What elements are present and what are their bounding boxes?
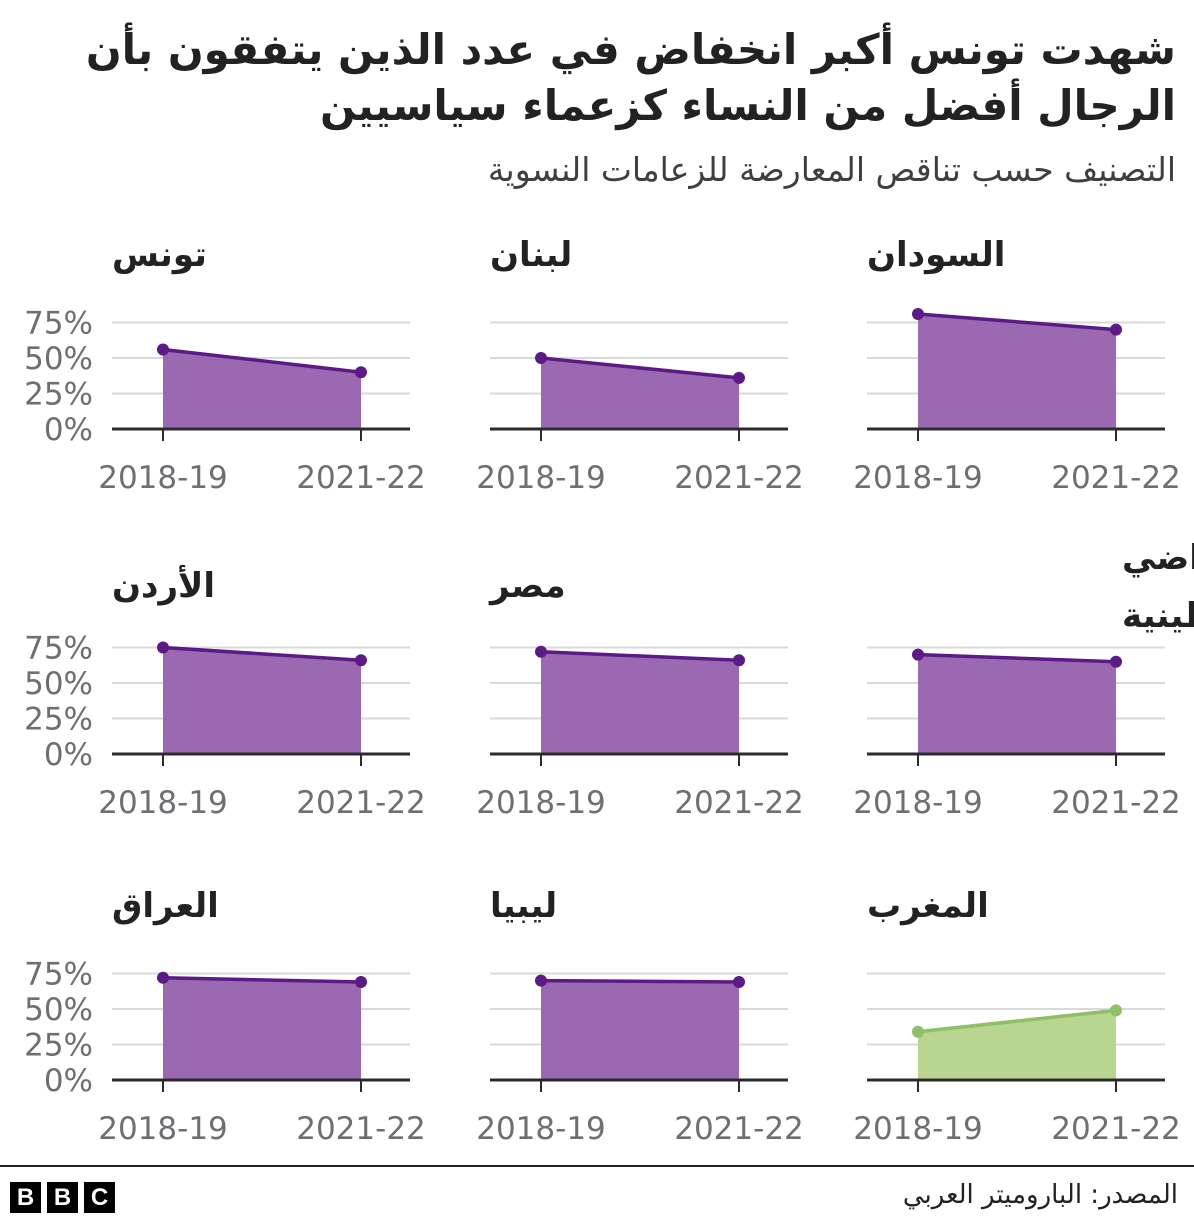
panel-title: الأراضي الفلسطينية xyxy=(1122,536,1194,636)
area-fill xyxy=(541,358,739,429)
y-tick-label: 50% xyxy=(24,341,93,377)
x-tick-label: 2021-22 xyxy=(674,785,804,821)
panel-title: مصر xyxy=(488,566,566,606)
x-tick-label: 2021-22 xyxy=(1051,785,1181,821)
bbc-logo: B B C xyxy=(10,1182,115,1213)
data-point xyxy=(1110,655,1122,668)
y-tick-label: 50% xyxy=(24,992,93,1028)
panel-title: العراق xyxy=(112,886,219,926)
series-line xyxy=(162,976,362,984)
x-tick-label: 2018-19 xyxy=(98,785,228,821)
y-tick-label: 25% xyxy=(24,377,93,413)
footer-divider xyxy=(0,1165,1194,1167)
series-line xyxy=(917,312,1117,332)
bbc-logo-letter: B xyxy=(47,1182,78,1213)
y-tick-label: 75% xyxy=(24,957,93,993)
data-point xyxy=(733,654,745,667)
y-tick-label: 25% xyxy=(24,1028,93,1064)
panel-title: الأردن xyxy=(112,564,215,606)
y-tick-label: 0% xyxy=(44,412,93,448)
series-line xyxy=(540,356,740,380)
x-tick-label: 2018-19 xyxy=(476,785,606,821)
source-note: المصدر: الباروميتر العربي xyxy=(902,1180,1178,1210)
x-tick-label: 2021-22 xyxy=(296,1111,426,1147)
series-line xyxy=(917,652,1117,664)
data-point xyxy=(912,1025,924,1038)
x-tick-label: 2021-22 xyxy=(674,460,804,496)
y-tick-label: 0% xyxy=(44,737,93,773)
data-point xyxy=(1110,1004,1122,1017)
data-point xyxy=(1110,323,1122,336)
x-tick-label: 2018-19 xyxy=(853,1111,983,1147)
area-fill xyxy=(918,313,1116,429)
data-point xyxy=(733,371,745,384)
panel-title: تونس xyxy=(112,235,207,275)
y-tick-label: 25% xyxy=(24,702,93,738)
x-tick-label: 2021-22 xyxy=(1051,1111,1181,1147)
x-tick-label: 2018-19 xyxy=(476,1111,606,1147)
small-multiples-chart: 2018-19 2021-22 السودان 2018-19 2021-22 لبنان… xyxy=(24,235,1194,1147)
data-point xyxy=(157,641,169,654)
data-point xyxy=(535,352,547,364)
x-tick-label: 2021-22 xyxy=(296,460,426,496)
data-point xyxy=(355,976,367,989)
y-tick-label: 50% xyxy=(24,666,93,702)
area-fill xyxy=(163,977,361,1080)
series-line xyxy=(162,645,362,663)
data-point xyxy=(157,971,169,984)
x-tick-label: 2021-22 xyxy=(1051,460,1181,496)
area-fill xyxy=(541,651,739,754)
area-fill xyxy=(163,647,361,754)
y-tick-label: 75% xyxy=(24,631,93,667)
area-fill xyxy=(918,654,1116,754)
panel-title-line: الأراضي xyxy=(1122,536,1194,578)
data-point xyxy=(733,976,745,989)
x-tick-label: 2018-19 xyxy=(98,460,228,496)
series-line xyxy=(540,650,740,663)
data-point xyxy=(535,974,547,987)
data-point xyxy=(912,648,924,661)
panel-title: ليبيا xyxy=(490,886,557,926)
bbc-logo-letter: B xyxy=(10,1182,41,1213)
series-line xyxy=(162,347,362,374)
x-tick-label: 2021-22 xyxy=(296,785,426,821)
chart-subtitle: التصنيف حسب تناقص المعارضة للزعامات النس… xyxy=(487,150,1176,189)
x-tick-label: 2021-22 xyxy=(674,1111,804,1147)
data-point xyxy=(912,307,924,320)
series-line xyxy=(917,1008,1117,1034)
x-tick-label: 2018-19 xyxy=(476,460,606,496)
series-line xyxy=(540,978,740,984)
panel-title: لبنان xyxy=(490,235,572,275)
bbc-logo-letter: C xyxy=(84,1182,115,1213)
data-point xyxy=(355,654,367,667)
panel-title: السودان xyxy=(867,235,1005,275)
chart-title: شهدت تونس أكبر انخفاض في عدد الذين يتفقو… xyxy=(85,25,1176,130)
area-fill xyxy=(541,980,739,1080)
y-tick-label: 0% xyxy=(44,1063,93,1099)
area-fill xyxy=(163,349,361,429)
y-tick-label: 75% xyxy=(24,306,93,342)
data-point xyxy=(157,343,169,356)
panel-title-line: الفلسطينية xyxy=(1122,596,1194,636)
x-tick-label: 2018-19 xyxy=(853,785,983,821)
data-point xyxy=(355,366,367,379)
x-tick-label: 2018-19 xyxy=(853,460,983,496)
panel-title: المغرب xyxy=(867,886,989,926)
x-tick-label: 2018-19 xyxy=(98,1111,228,1147)
data-point xyxy=(535,645,547,658)
